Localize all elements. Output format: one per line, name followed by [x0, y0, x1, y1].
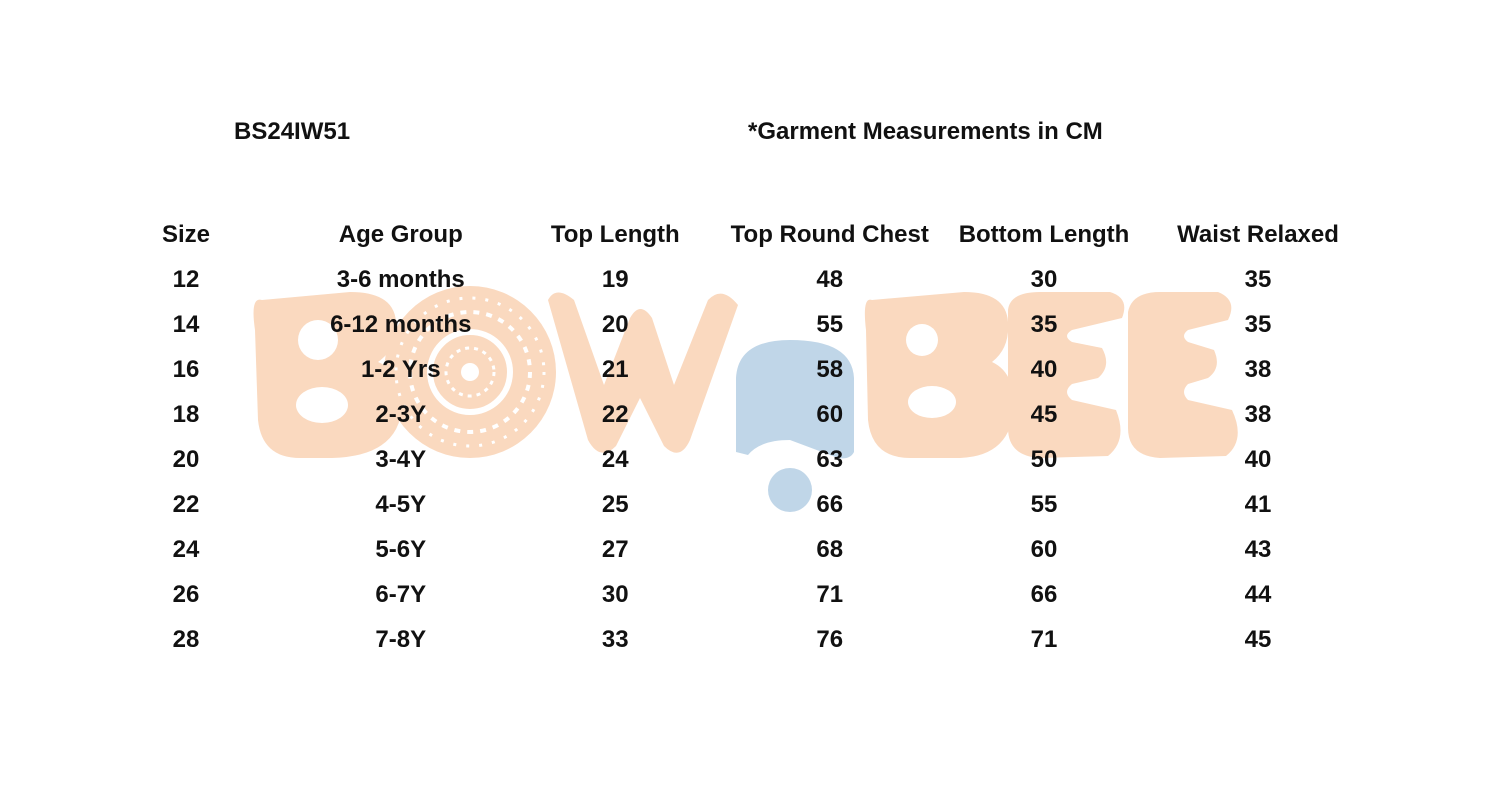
cell-bottom-length: 66	[1030, 580, 1058, 608]
watermark-letter-e2	[1128, 292, 1238, 458]
column-header-size: Size	[161, 220, 211, 248]
cell-waist-relaxed: 41	[1244, 490, 1272, 518]
cell-bottom-length: 40	[1030, 355, 1058, 383]
cell-size: 20	[172, 445, 200, 473]
cell-bottom-length: 45	[1030, 400, 1058, 428]
table-row: 16 1-2 Yrs 21 58 40 38	[79, 347, 1366, 392]
watermark-letter-b2	[864, 292, 1014, 458]
watermark-letter-b	[253, 292, 402, 458]
cell-bottom-length: 55	[1030, 490, 1058, 518]
cell-bottom-length: 50	[1030, 445, 1058, 473]
cell-age-group: 5-6Y	[375, 535, 427, 563]
watermark-letter-w	[548, 292, 738, 453]
cell-top-round-chest: 76	[816, 625, 844, 653]
cell-top-round-chest: 66	[816, 490, 844, 518]
cell-size: 26	[172, 580, 200, 608]
table-row: 22 4-5Y 25 66 55 41	[79, 482, 1366, 527]
cell-waist-relaxed: 38	[1244, 400, 1272, 428]
cell-top-length: 19	[601, 265, 629, 293]
cell-age-group: 6-7Y	[375, 580, 427, 608]
cell-top-length: 24	[601, 445, 629, 473]
table-row: 24 5-6Y 27 68 60 43	[79, 527, 1366, 572]
table-row: 26 6-7Y 30 71 66 44	[79, 572, 1366, 617]
mandala-icon	[384, 286, 556, 458]
cell-top-round-chest: 48	[816, 265, 844, 293]
watermark-b2-hole-top	[906, 324, 938, 356]
cell-top-length: 20	[601, 310, 629, 338]
cell-top-round-chest: 68	[816, 535, 844, 563]
cell-top-round-chest: 71	[816, 580, 844, 608]
cell-size: 24	[172, 535, 200, 563]
cell-top-length: 22	[601, 400, 629, 428]
column-header-age-group: Age Group	[338, 220, 463, 248]
size-chart-table: Size Age Group Top Length Top Round Chest Bo…	[79, 212, 1366, 662]
cell-waist-relaxed: 44	[1244, 580, 1272, 608]
cell-size: 22	[172, 490, 200, 518]
table-header-row: Size Age Group Top Length Top Round Chest Bo…	[79, 212, 1366, 257]
cell-size: 12	[172, 265, 200, 293]
cell-size: 28	[172, 625, 200, 653]
cell-age-group: 3-6 months	[336, 265, 465, 293]
cell-age-group: 2-3Y	[375, 400, 427, 428]
cell-waist-relaxed: 35	[1244, 310, 1272, 338]
style-code: BS24IW51	[234, 118, 351, 145]
table-row: 12 3-6 months 19 48 30 35	[79, 257, 1366, 302]
cell-waist-relaxed: 40	[1244, 445, 1272, 473]
table-row: 28 7-8Y 33 76 71 45	[79, 617, 1366, 662]
cell-age-group: 7-8Y	[375, 625, 427, 653]
cell-age-group: 4-5Y	[375, 490, 427, 518]
cell-bottom-length: 30	[1030, 265, 1058, 293]
cell-age-group: 1-2 Yrs	[360, 355, 441, 383]
watermark-letter-n	[736, 340, 854, 512]
watermark-b-hole-bottom	[296, 387, 348, 423]
cell-age-group: 3-4Y	[375, 445, 427, 473]
column-header-bottom-length: Bottom Length	[958, 220, 1130, 248]
table-row: 18 2-3Y 22 60 45 38	[79, 392, 1366, 437]
table-body: 12 3-6 months 19 48 30 35 14 6-12 months 20 55 35 3…	[79, 257, 1366, 662]
cell-waist-relaxed: 38	[1244, 355, 1272, 383]
cell-waist-relaxed: 35	[1244, 265, 1272, 293]
cell-top-round-chest: 55	[816, 310, 844, 338]
cell-bottom-length: 35	[1030, 310, 1058, 338]
column-header-top-round-chest: Top Round Chest	[730, 220, 929, 248]
cell-bottom-length: 71	[1030, 625, 1058, 653]
cell-waist-relaxed: 45	[1244, 625, 1272, 653]
cell-waist-relaxed: 43	[1244, 535, 1272, 563]
cell-top-length: 27	[601, 535, 629, 563]
cell-top-round-chest: 58	[816, 355, 844, 383]
cell-bottom-length: 60	[1030, 535, 1058, 563]
cell-size: 18	[172, 400, 200, 428]
cell-top-round-chest: 60	[816, 400, 844, 428]
cell-top-length: 21	[601, 355, 629, 383]
cell-top-length: 33	[601, 625, 629, 653]
cell-top-length: 30	[601, 580, 629, 608]
cell-age-group: 6-12 months	[330, 310, 472, 338]
measurement-note: *Garment Measurements in CM	[748, 118, 1103, 145]
watermark-letter-e	[1008, 292, 1125, 458]
column-header-waist-relaxed: Waist Relaxed	[1177, 220, 1339, 248]
watermark-b2-hole-bottom	[908, 386, 956, 418]
cell-size: 16	[172, 355, 200, 383]
column-header-top-length: Top Length	[550, 220, 680, 248]
cell-top-round-chest: 63	[816, 445, 844, 473]
cell-size: 14	[172, 310, 200, 338]
table-row: 20 3-4Y 24 63 50 40	[79, 437, 1366, 482]
table-row: 14 6-12 months 20 55 35 35	[79, 302, 1366, 347]
watermark-b-hole-top	[298, 320, 338, 360]
cell-top-length: 25	[601, 490, 629, 518]
